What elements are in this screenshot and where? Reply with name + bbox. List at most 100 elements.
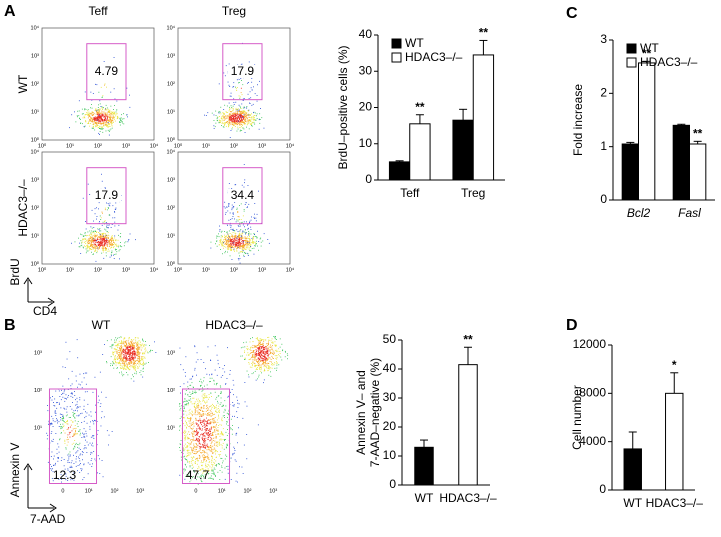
event-dot xyxy=(268,356,269,357)
event-dot xyxy=(138,364,139,365)
event-dot xyxy=(265,354,266,355)
event-dot xyxy=(130,234,131,235)
event-dot xyxy=(241,241,242,242)
tick-label: 10⁴ xyxy=(31,148,40,155)
event-dot xyxy=(64,409,65,410)
event-dot xyxy=(263,351,264,352)
event-dot xyxy=(215,422,216,423)
event-dot xyxy=(143,365,144,366)
event-dot xyxy=(102,95,103,96)
event-dot xyxy=(55,464,56,465)
event-dot xyxy=(202,450,203,451)
event-dot xyxy=(107,244,108,245)
event-dot xyxy=(120,336,121,337)
gate-value: 12.3 xyxy=(53,468,77,482)
event-dot xyxy=(239,105,240,106)
event-dot xyxy=(54,405,55,406)
event-dot xyxy=(98,455,99,456)
event-dot xyxy=(80,384,81,385)
event-dot xyxy=(242,111,243,112)
event-dot xyxy=(237,211,238,212)
event-dot xyxy=(116,353,117,354)
event-dot xyxy=(275,350,276,351)
event-dot xyxy=(276,355,277,356)
event-dot xyxy=(216,436,217,437)
event-dot xyxy=(108,242,109,243)
event-dot xyxy=(276,363,277,364)
event-dot xyxy=(113,121,114,122)
event-dot xyxy=(124,368,125,369)
event-dot xyxy=(258,354,259,355)
event-dot xyxy=(248,204,249,205)
event-dot xyxy=(240,112,241,113)
event-dot xyxy=(232,218,233,219)
event-dot xyxy=(251,113,252,114)
event-dot xyxy=(86,448,87,449)
event-dot xyxy=(77,357,78,358)
event-dot xyxy=(246,117,247,118)
event-dot xyxy=(220,120,221,121)
event-dot xyxy=(122,367,123,368)
event-dot xyxy=(227,445,228,446)
event-dot xyxy=(196,446,197,447)
event-dot xyxy=(99,126,100,127)
event-dot xyxy=(252,347,253,348)
event-dot xyxy=(203,381,204,382)
event-dot xyxy=(226,242,227,243)
event-dot xyxy=(204,420,205,421)
event-dot xyxy=(105,119,106,120)
event-dot xyxy=(59,396,60,397)
event-dot xyxy=(144,349,145,350)
event-dot xyxy=(247,236,248,237)
event-dot xyxy=(135,369,136,370)
event-dot xyxy=(229,117,230,118)
event-dot xyxy=(245,116,246,117)
event-dot xyxy=(196,424,197,425)
event-dot xyxy=(270,371,271,372)
event-dot xyxy=(204,438,205,439)
event-dot xyxy=(52,441,53,442)
event-dot xyxy=(228,235,229,236)
event-dot xyxy=(224,231,225,232)
event-dot xyxy=(139,344,140,345)
event-dot xyxy=(219,242,220,243)
event-dot xyxy=(65,367,66,368)
event-dot xyxy=(228,206,229,207)
event-dot xyxy=(237,238,238,239)
event-dot xyxy=(267,351,268,352)
event-dot xyxy=(82,241,83,242)
event-dot xyxy=(236,109,237,110)
event-dot xyxy=(248,253,249,254)
event-dot xyxy=(239,119,240,120)
event-dot xyxy=(253,350,254,351)
event-dot xyxy=(214,459,215,460)
event-dot xyxy=(232,235,233,236)
event-dot xyxy=(215,476,216,477)
event-dot xyxy=(111,247,112,248)
event-dot xyxy=(128,364,129,365)
event-dot xyxy=(77,116,78,117)
event-dot xyxy=(59,439,60,440)
event-dot xyxy=(274,362,275,363)
event-dot xyxy=(242,94,243,95)
event-dot xyxy=(126,349,127,350)
event-dot xyxy=(220,243,221,244)
event-dot xyxy=(271,346,272,347)
event-dot xyxy=(246,247,247,248)
event-dot xyxy=(236,118,237,119)
event-dot xyxy=(219,440,220,441)
event-dot xyxy=(121,372,122,373)
event-dot xyxy=(181,405,182,406)
event-dot xyxy=(263,346,264,347)
event-dot xyxy=(138,358,139,359)
event-dot xyxy=(131,341,132,342)
event-dot xyxy=(56,418,57,419)
event-dot xyxy=(234,123,235,124)
event-dot xyxy=(220,241,221,242)
event-dot xyxy=(95,108,96,109)
event-dot xyxy=(242,84,243,85)
event-dot xyxy=(87,442,88,443)
event-dot xyxy=(195,453,196,454)
event-dot xyxy=(207,432,208,433)
event-dot xyxy=(240,263,241,264)
